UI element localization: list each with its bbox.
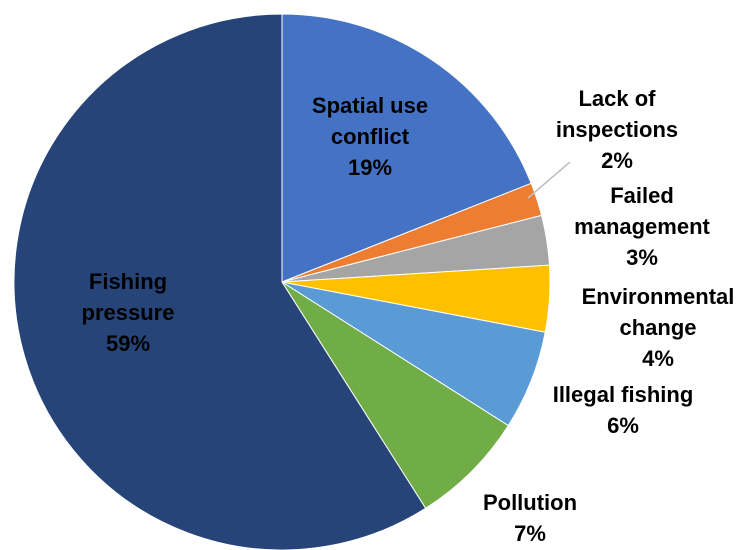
slice-label-4: Illegal fishing 6%	[553, 382, 694, 438]
pie-slices	[13, 13, 551, 550]
slice-labels: Spatial use conflict 19% Lack of inspections…	[82, 86, 735, 546]
slice-label-line: Lack of	[578, 86, 656, 111]
leader-lines	[527, 161, 571, 199]
slice-label-line: conflict	[331, 124, 410, 149]
slice-label-5: Pollution 7%	[483, 490, 577, 546]
slice-label-line: inspections	[556, 117, 678, 142]
slice-label-line: Failed	[610, 183, 674, 208]
slice-percent: 4%	[642, 346, 674, 371]
slice-percent: 6%	[607, 413, 639, 438]
slice-label-line: Spatial use	[312, 93, 428, 118]
slice-label-1: Lack of inspections 2%	[556, 86, 678, 173]
slice-label-line: pressure	[82, 300, 175, 325]
slice-label-line: management	[574, 214, 710, 239]
leader-line-1	[527, 161, 571, 199]
slice-percent: 2%	[601, 148, 633, 173]
slice-label-0: Spatial use conflict 19%	[312, 93, 428, 180]
slice-percent: 3%	[626, 245, 658, 270]
slice-label-line: Environmental	[582, 284, 735, 309]
pie-slice-5	[281, 281, 509, 509]
slice-label-2: Failed management 3%	[574, 183, 710, 270]
slice-label-line: Fishing	[89, 269, 167, 294]
slice-percent: 7%	[514, 521, 546, 546]
slice-label-3: Environmental change 4%	[582, 284, 735, 371]
slice-percent: 19%	[348, 155, 392, 180]
slice-label-line: Illegal fishing	[553, 382, 694, 407]
pie-slice-0	[281, 13, 532, 283]
slice-label-line: change	[619, 315, 696, 340]
slice-percent: 59%	[106, 331, 150, 356]
slice-label-6: Fishing pressure 59%	[82, 269, 175, 356]
slice-label-line: Pollution	[483, 490, 577, 515]
